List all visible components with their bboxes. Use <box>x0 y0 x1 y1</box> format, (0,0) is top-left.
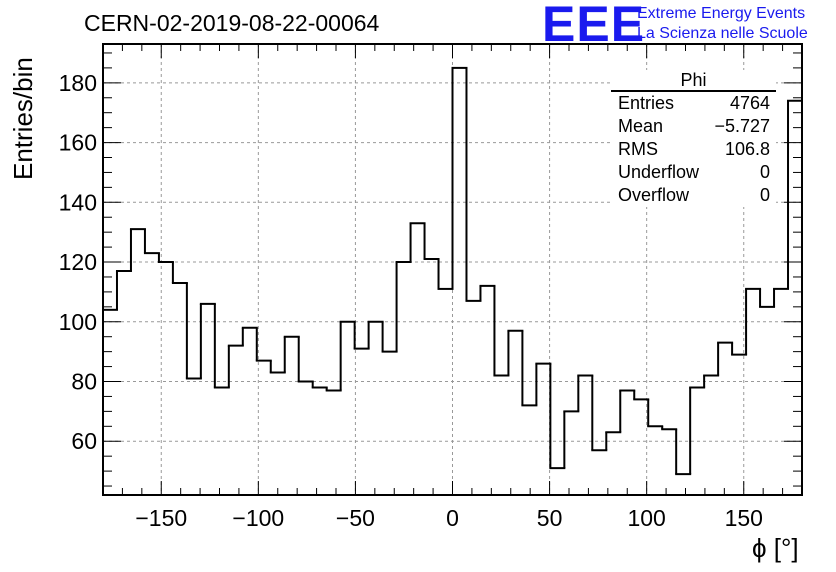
stats-label: Entries <box>618 93 675 113</box>
stats-row-mean: Mean −5.727 <box>611 115 776 138</box>
y-tick-label: 120 <box>59 249 97 275</box>
stats-value: 0 <box>759 162 770 182</box>
x-tick-label: 50 <box>537 505 563 531</box>
run-title: CERN-02-2019-08-22-00064 <box>84 10 380 36</box>
stats-value: −5.727 <box>714 116 770 136</box>
x-tick-label: −150 <box>135 505 187 531</box>
stats-value: 4764 <box>729 93 770 113</box>
stats-label: Mean <box>618 116 664 136</box>
x-tick-label: −100 <box>232 505 284 531</box>
stats-row-underflow: Underflow 0 <box>611 161 776 184</box>
stats-label: RMS <box>618 139 658 159</box>
stats-row-entries: Entries 4764 <box>611 92 776 115</box>
logo-line-2: La Scienza nelle Scuole <box>637 25 808 42</box>
x-tick-label: −50 <box>336 505 375 531</box>
y-axis-label: Entries/bin <box>8 57 38 180</box>
y-tick-label: 140 <box>59 189 97 215</box>
y-tick-label: 180 <box>59 70 97 96</box>
logo-line-1: Extreme Energy Events <box>637 5 806 22</box>
stats-value: 0 <box>759 185 770 205</box>
x-axis-label: ϕ [°] <box>752 533 799 563</box>
eee-logo: EEE <box>542 0 646 52</box>
stats-title: Phi <box>611 70 776 92</box>
stats-row-overflow: Overflow 0 <box>611 184 776 207</box>
y-tick-label: 160 <box>59 130 97 156</box>
stats-label: Underflow <box>618 162 700 182</box>
stats-value: 106.8 <box>724 139 770 159</box>
stats-box: Phi Entries 4764 Mean −5.727 RMS 106.8 U… <box>611 70 776 207</box>
x-tick-label: 0 <box>446 505 459 531</box>
y-tick-label: 100 <box>59 309 97 335</box>
stats-label: Overflow <box>618 185 690 205</box>
stats-row-rms: RMS 106.8 <box>611 138 776 161</box>
y-tick-label: 60 <box>71 428 97 454</box>
y-tick-label: 80 <box>71 369 97 395</box>
x-tick-label: 100 <box>627 505 665 531</box>
x-tick-label: 150 <box>725 505 763 531</box>
